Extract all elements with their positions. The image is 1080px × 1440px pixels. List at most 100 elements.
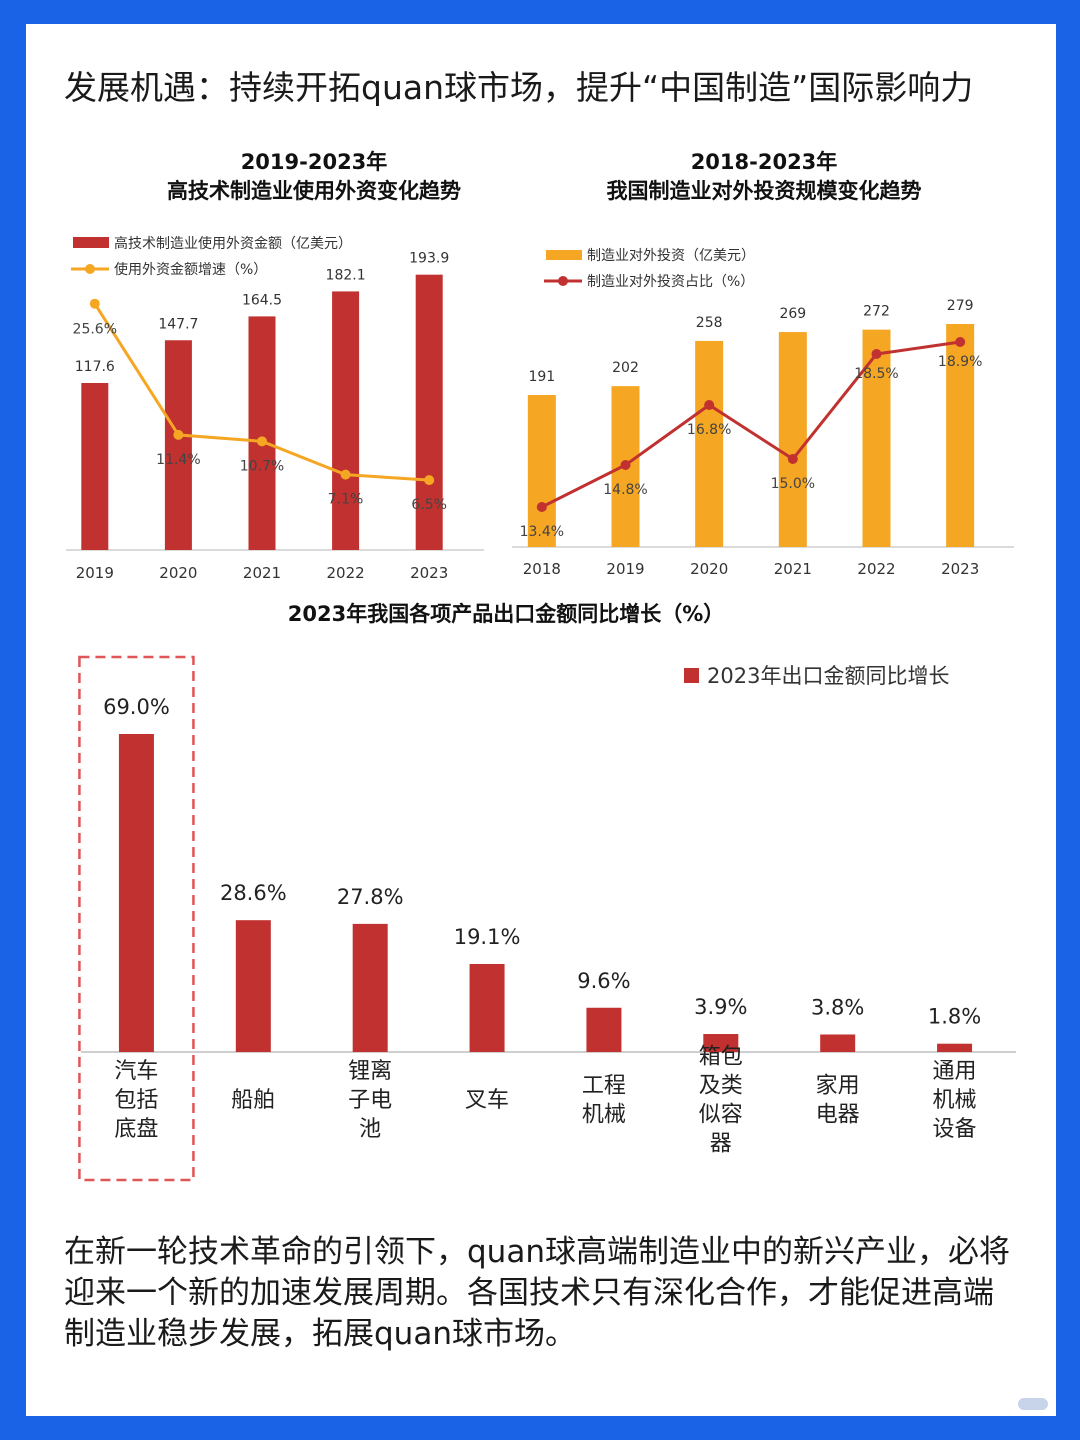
chart2-legend-bar-label: 制造业对外投资（亿美元） [587,248,755,264]
chart1-line-point [173,429,184,440]
chart3-bar [118,734,154,1052]
chart1-line-label: 7.1% [328,492,364,508]
chart2-x-tick-label: 2022 [857,560,895,578]
chart1-line-label: 10.7% [240,458,284,474]
chart2-legend-line-marker [558,276,568,286]
chart1-bar [415,274,443,550]
chart3-bar [937,1043,973,1052]
chart2-title-line1: 2018-2023年 [690,150,838,174]
chart1-bar-label: 182.1 [326,267,366,283]
chart1-legend-line-label: 使用外资金额增速（%） [114,261,267,278]
chart2-x-tick-label: 2020 [690,560,728,578]
chart3-bar-label: 3.9% [694,995,747,1019]
chart2-title: 2018-2023年 我国制造业对外投资规模变化趋势 [566,148,962,206]
chart1-x-tick-label: 2022 [327,564,365,582]
chart1-line-label: 11.4% [156,452,200,468]
chart3-category-label: 池 [359,1117,381,1142]
chart3-category-label: 锂离 [348,1059,392,1084]
chart1-line-point [257,436,267,447]
chart2-legend-line-label: 制造业对外投资占比（%） [587,274,754,290]
chart1-line-label: 25.6% [73,322,117,338]
chart2-bar [778,332,807,547]
chart3-category-label: 通用 [933,1059,977,1084]
chart1-bar [164,340,192,550]
chart3-category-label: 子电 [348,1088,392,1113]
chart1-x-tick-label: 2023 [410,564,448,582]
chart3-highlight-box [78,655,195,1182]
chart3-legend-label: 2023年出口金额同比增长 [707,664,949,688]
chart1-legend-bar-swatch [73,237,109,248]
chart2-line-label: 16.8% [687,422,731,438]
chart2-line-point [620,460,631,470]
chart1-bar-label: 147.7 [158,316,198,332]
chart3-bar [703,1034,739,1052]
chart2-bar-label: 202 [612,360,639,376]
chart3-bar-label: 69.0% [103,695,170,719]
chart3-category-label: 电器 [816,1103,860,1128]
chart2-line-point [787,454,798,464]
chart3-category-label: 家用 [816,1074,860,1099]
chart2-bar-label: 258 [696,315,723,331]
chart2-line-label: 18.9% [938,354,982,370]
chart3-category-label: 箱包 [699,1045,743,1070]
chart1-x-tick-label: 2021 [243,564,281,582]
chart3-category-label: 器 [710,1132,732,1157]
chart1-line-point [89,298,100,309]
chart1-bar [81,383,109,550]
chart3-category-label: 工程 [582,1074,626,1099]
chart2-x-tick-label: 2023 [941,560,979,578]
watermark-logo [1018,1398,1048,1410]
chart2-line-point [871,349,882,359]
chart2-title-line2: 我国制造业对外投资规模变化趋势 [606,179,922,203]
chart1-x-tick-label: 2019 [76,564,114,582]
chart3-legend-swatch [684,668,699,683]
body-paragraph: 在新一轮技术革命的引领下，quan球高端制造业中的新兴产业，必将迎来一个新的加速… [64,1234,1010,1352]
chart3-category-label: 似容 [699,1103,743,1128]
chart3-bar [586,1007,622,1052]
chart3-category-label: 机械 [582,1103,626,1128]
chart1-line-point [340,469,351,480]
chart3-category-label: 机械 [933,1088,977,1113]
chart2-x-tick-label: 2021 [774,560,812,578]
chart1-legend-bar-label: 高技术制造业使用外资金额（亿美元） [114,235,352,252]
chart1-line-label: 6.5% [411,497,447,513]
chart3-category-label: 船舶 [231,1088,275,1113]
chart1-title: 2019-2023年 高技术制造业使用外资变化趋势 [114,148,514,206]
chart3-bar [352,923,388,1052]
chart2-line-label: 15.0% [771,476,815,492]
chart3-bar [235,920,271,1052]
chart2-bar-label: 191 [528,369,555,385]
chart3-bar-label: 19.1% [454,925,521,949]
chart1-bar-label: 193.9 [409,251,449,267]
chart1-title-line2: 高技术制造业使用外资变化趋势 [167,179,461,203]
chart2-bar [527,395,556,547]
chart3-bar [820,1034,856,1052]
chart3-category-label: 汽车 [114,1059,158,1084]
chart2-bar-label: 269 [779,306,806,322]
chart2-bar [946,324,975,547]
chart2-bar [695,340,724,547]
chart3-category-label: 设备 [933,1117,977,1142]
chart1-title-line1: 2019-2023年 [240,150,388,174]
chart3-bar-label: 1.8% [928,1005,981,1029]
chart1-bar [248,316,276,550]
chart2-legend-bar-swatch [546,250,582,260]
chart2-outbound-investment: 191 2018 202 2019 258 2020 269 2021 272 2022 279 20… [512,248,1014,578]
chart3-bar-label: 28.6% [220,881,287,905]
chart3-bar-label: 3.8% [811,995,864,1019]
chart2-line-label: 13.4% [520,524,564,540]
chart1-line-point [424,475,435,486]
chart1-high-tech-foreign-investment: 117.6 2019 147.7 2020 164.5 2021 182.1 2022 193.… [66,235,484,582]
chart1-bar-label: 164.5 [242,292,282,308]
chart3-bar-label: 9.6% [577,969,630,993]
chart1-bar-label: 117.6 [75,359,115,375]
chart2-bar-label: 279 [947,298,974,314]
chart1-legend-line-marker [85,264,95,274]
chart3-category-label: 叉车 [465,1088,509,1113]
chart2-x-tick-label: 2019 [606,560,644,578]
page-headline: 发展机遇：持续开拓quan球市场，提升“中国制造”国际影响力 [64,68,974,107]
chart2-share-line [541,340,961,509]
chart2-bar-label: 272 [863,304,890,320]
chart3-bar [469,963,505,1052]
